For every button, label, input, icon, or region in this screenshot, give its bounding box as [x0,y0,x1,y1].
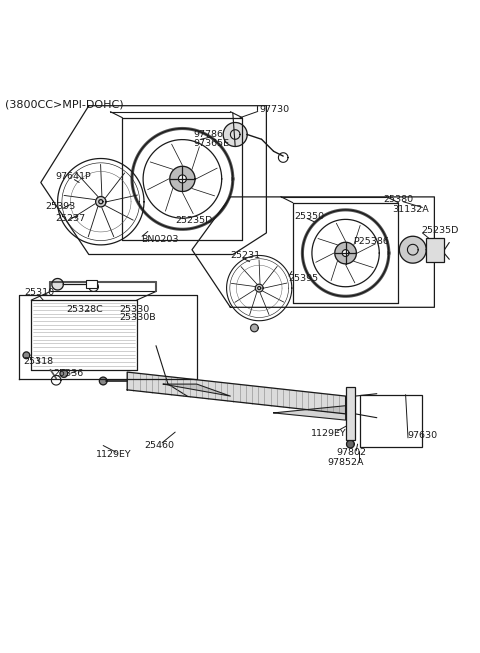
Polygon shape [19,295,197,379]
Text: 25235D: 25235D [421,226,459,235]
Text: 97730: 97730 [259,105,289,114]
Text: 25235D: 25235D [176,216,213,225]
Text: 25330B: 25330B [119,313,156,322]
Polygon shape [52,278,63,290]
Polygon shape [23,352,30,358]
Polygon shape [251,324,258,332]
Text: 1129EY: 1129EY [96,450,132,458]
Bar [360,394,422,447]
Text: 25328C: 25328C [66,305,103,314]
Text: 31132A: 31132A [393,205,430,214]
Bar [86,280,97,288]
Bar [426,238,444,262]
Polygon shape [274,406,346,420]
Polygon shape [60,370,68,377]
Text: BN0203: BN0203 [141,234,178,244]
Polygon shape [163,384,230,396]
Polygon shape [127,372,346,414]
Text: 25310: 25310 [24,289,54,297]
Polygon shape [335,242,356,264]
Text: 25318: 25318 [23,357,53,366]
Polygon shape [347,440,354,448]
Text: 25350: 25350 [295,212,325,221]
Polygon shape [223,123,247,146]
Text: 25460: 25460 [144,441,174,449]
Polygon shape [342,249,349,257]
Polygon shape [96,197,106,207]
Bar [346,387,355,440]
Text: 25395: 25395 [288,274,318,283]
Polygon shape [170,167,195,191]
Text: 97630: 97630 [407,432,437,440]
Text: 1129EY: 1129EY [311,428,347,438]
Text: (3800CC>MPI-DOHC): (3800CC>MPI-DOHC) [5,100,123,110]
Text: 97365E: 97365E [193,138,229,148]
Text: 25380: 25380 [383,195,413,204]
Text: 97802: 97802 [336,448,366,457]
Polygon shape [192,197,434,308]
Polygon shape [179,175,186,183]
Text: 25330: 25330 [119,305,149,314]
Text: 25393: 25393 [46,202,76,211]
Text: 25336: 25336 [54,368,84,377]
Text: 97852A: 97852A [327,458,364,467]
Text: 25231: 25231 [230,251,261,260]
Text: 97641P: 97641P [55,172,91,182]
Polygon shape [255,284,263,292]
Text: P25386: P25386 [353,236,389,246]
Polygon shape [399,236,426,263]
Text: 97786: 97786 [193,130,223,139]
Text: 25237: 25237 [55,214,85,223]
Polygon shape [41,106,266,255]
Polygon shape [99,377,107,385]
